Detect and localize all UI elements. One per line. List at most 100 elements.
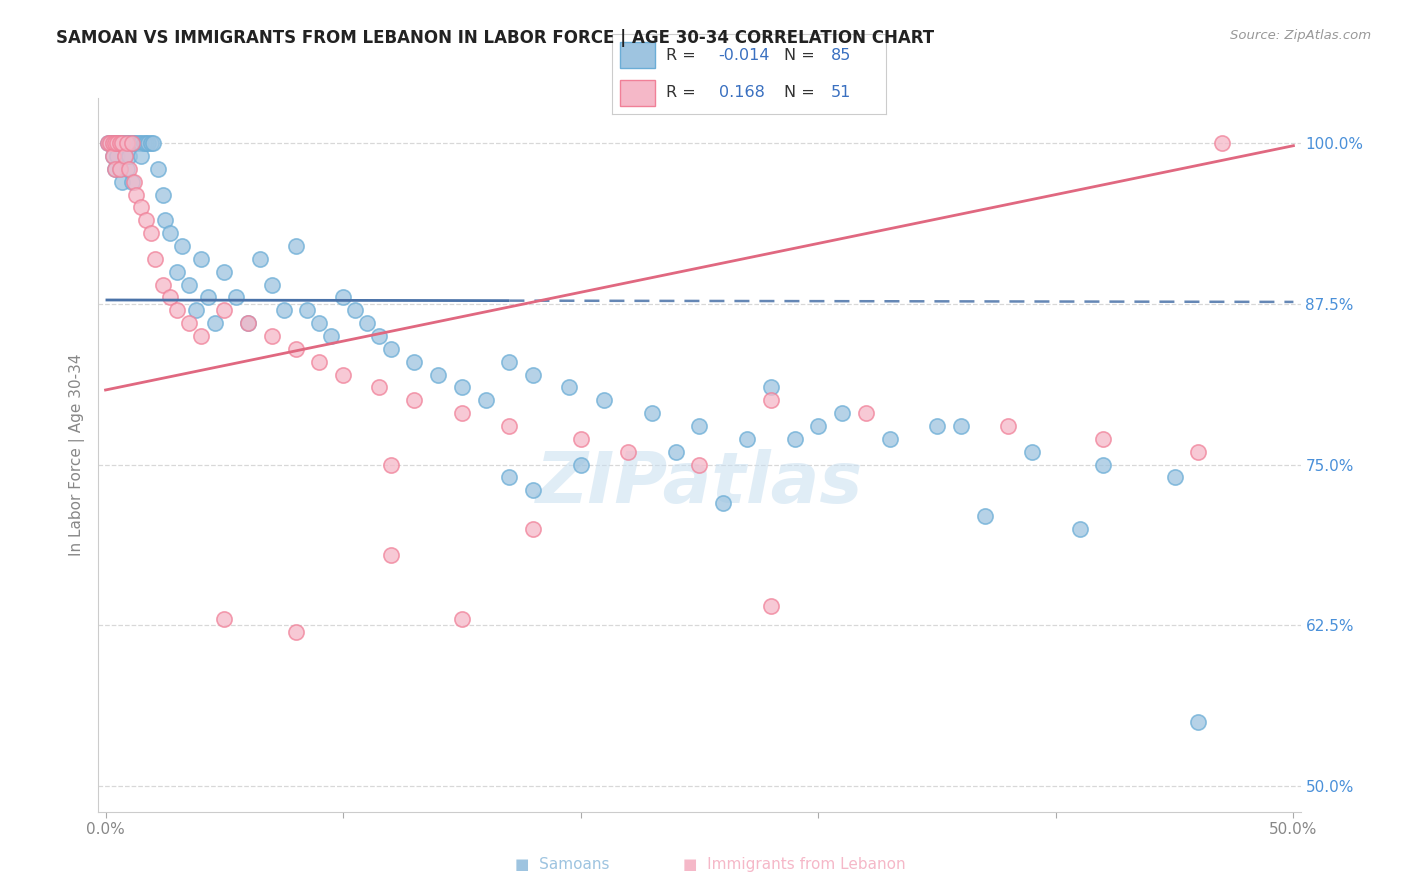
Point — [498, 470, 520, 484]
Point — [1163, 470, 1185, 484]
Point — [367, 329, 389, 343]
Point — [260, 329, 283, 343]
Point — [111, 136, 134, 150]
Point — [569, 432, 592, 446]
Point — [949, 419, 972, 434]
Point — [98, 136, 121, 150]
Point — [321, 329, 343, 343]
Point — [159, 226, 181, 240]
Point — [308, 316, 330, 330]
Point — [759, 599, 782, 613]
Point — [107, 136, 129, 150]
Point — [132, 136, 155, 150]
Point — [111, 175, 134, 189]
Point — [332, 368, 354, 382]
Point — [166, 265, 188, 279]
Bar — [620, 42, 655, 69]
Point — [118, 136, 141, 150]
Point — [569, 458, 592, 472]
Text: ■  Samoans: ■ Samoans — [515, 857, 610, 872]
Point — [128, 136, 150, 150]
Point — [284, 239, 307, 253]
Point — [1211, 136, 1233, 150]
Point — [380, 342, 402, 356]
Point — [925, 419, 948, 434]
Point — [121, 175, 143, 189]
Point — [617, 444, 640, 458]
Point — [688, 419, 710, 434]
Text: SAMOAN VS IMMIGRANTS FROM LEBANON IN LABOR FORCE | AGE 30-34 CORRELATION CHART: SAMOAN VS IMMIGRANTS FROM LEBANON IN LAB… — [56, 29, 935, 46]
Point — [711, 496, 734, 510]
Point — [236, 316, 259, 330]
Point — [97, 136, 120, 150]
Point — [114, 136, 136, 150]
Point — [343, 303, 366, 318]
Point — [997, 419, 1019, 434]
Point — [118, 149, 141, 163]
Point — [498, 419, 520, 434]
Point — [142, 136, 165, 150]
Point — [115, 136, 138, 150]
Point — [665, 444, 688, 458]
Point — [107, 136, 129, 150]
Point — [451, 612, 474, 626]
Point — [146, 161, 169, 176]
Point — [973, 508, 995, 523]
Point — [197, 290, 219, 304]
Point — [108, 136, 131, 150]
Point — [1187, 714, 1209, 729]
Point — [152, 187, 174, 202]
Point — [125, 136, 148, 150]
Text: ■  Immigrants from Lebanon: ■ Immigrants from Lebanon — [683, 857, 905, 872]
Point — [759, 380, 782, 394]
Point — [214, 303, 236, 318]
Point — [1187, 444, 1209, 458]
Text: 0.168: 0.168 — [718, 85, 765, 100]
Point — [153, 213, 176, 227]
Point — [129, 149, 152, 163]
Point — [1069, 522, 1091, 536]
Point — [404, 393, 426, 408]
Point — [177, 277, 200, 292]
Point — [367, 380, 389, 394]
Text: R =: R = — [666, 48, 696, 63]
Point — [380, 548, 402, 562]
Point — [101, 149, 124, 163]
Point — [427, 368, 450, 382]
Point — [121, 136, 143, 150]
Point — [474, 393, 496, 408]
Point — [122, 136, 145, 150]
Point — [98, 136, 121, 150]
Point — [135, 136, 157, 150]
Point — [308, 354, 330, 368]
Text: 51: 51 — [831, 85, 851, 100]
Point — [101, 136, 124, 150]
Bar — [620, 79, 655, 106]
Point — [107, 149, 129, 163]
Text: -0.014: -0.014 — [718, 48, 770, 63]
Point — [451, 380, 474, 394]
Text: R =: R = — [666, 85, 696, 100]
Point — [593, 393, 616, 408]
Point — [114, 149, 136, 163]
Point — [129, 136, 152, 150]
Point — [855, 406, 877, 420]
Point — [111, 136, 134, 150]
Point — [136, 136, 159, 150]
Point — [1021, 444, 1043, 458]
Point — [641, 406, 664, 420]
Text: N =: N = — [785, 48, 815, 63]
Point — [1092, 432, 1115, 446]
Point — [104, 161, 127, 176]
Point — [115, 161, 138, 176]
Point — [108, 161, 131, 176]
Point — [404, 354, 426, 368]
Point — [118, 161, 141, 176]
Point — [356, 316, 378, 330]
Point — [214, 612, 236, 626]
Point — [260, 277, 283, 292]
Point — [236, 316, 259, 330]
Point — [807, 419, 830, 434]
Point — [101, 136, 124, 150]
Point — [284, 624, 307, 639]
